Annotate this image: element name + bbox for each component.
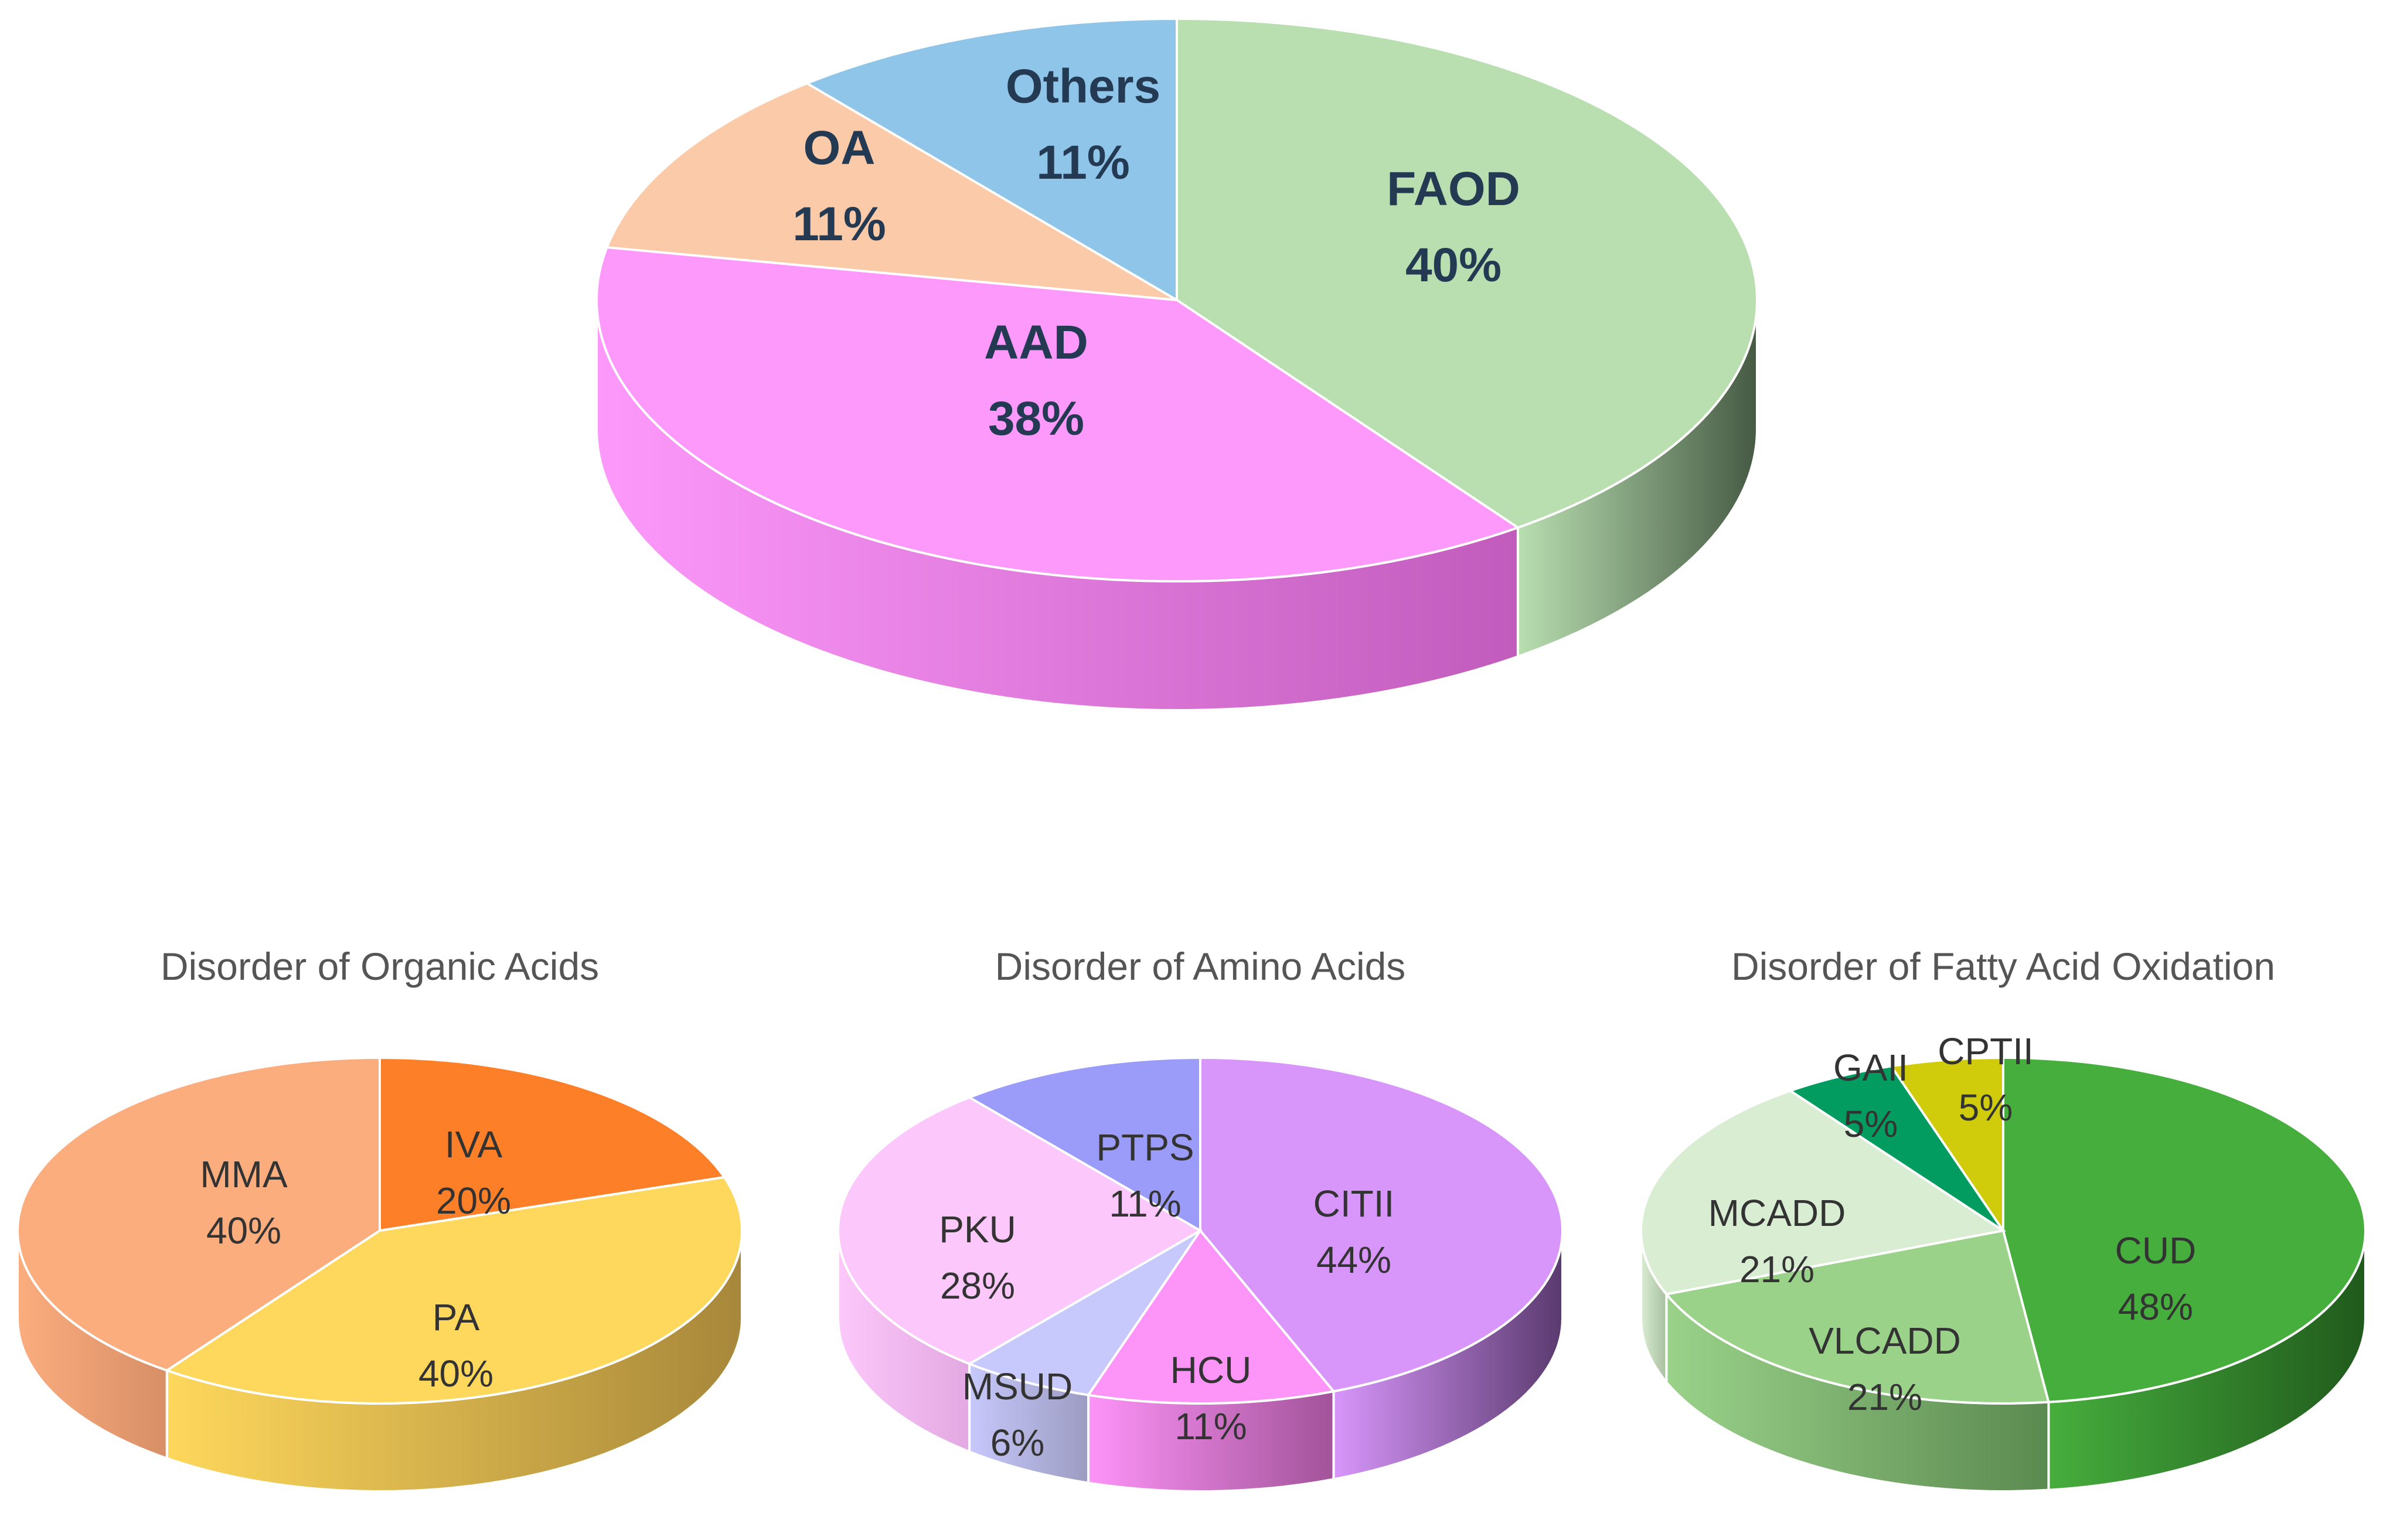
slice-label-msud: MSUD	[962, 1365, 1073, 1408]
slice-percent-faod: 40%	[1405, 239, 1502, 292]
slice-label-gaii: GAII	[1833, 1047, 1908, 1089]
chart-title: Disorder of Fatty Acid Oxidation	[1731, 945, 2275, 988]
pie-slice-gaii	[1788, 1065, 2004, 1232]
slice-label-aad: AAD	[984, 316, 1088, 369]
slice-label-oa: OA	[804, 121, 876, 175]
slice-label-cptii: CPTII	[1938, 1030, 2034, 1072]
slice-label-hcu: HCU	[1170, 1349, 1252, 1391]
chart-amino-acids: CITII 44% HCU 11% MSUD 6% PKU 28% PTPS 11% Disorde…	[837, 945, 1564, 1493]
pie-slice-faod	[1176, 17, 1758, 529]
slice-label-pa: PA	[433, 1296, 480, 1338]
pie-slice-ptps	[966, 1056, 1201, 1233]
pie-slice-pa	[164, 1176, 743, 1405]
slice-percent-gaii: 5%	[1844, 1103, 1898, 1145]
pie-slice-msud	[966, 1229, 1201, 1396]
pie-slice-aad	[595, 246, 1521, 582]
slice-label-cud: CUD	[2115, 1229, 2197, 1272]
chart-title: Disorder of Amino Acids	[995, 945, 1406, 988]
pie-slice-mma	[16, 1056, 381, 1372]
slice-label-pku: PKU	[939, 1208, 1016, 1251]
slice-percent-mma: 40%	[206, 1209, 281, 1252]
pie-slice-others	[804, 17, 1178, 302]
pie-slice-cptii	[1889, 1056, 2004, 1235]
slice-label-others: Others	[1006, 60, 1160, 113]
chart-organic-acids: IVA 20% PA 40% MMA 40% Disorder of Organic Aci…	[16, 945, 743, 1493]
slice-percent-vlcadd: 21%	[1847, 1376, 1922, 1418]
pie-slice-hcu	[1086, 1228, 1336, 1405]
pie-slice-cud	[2002, 1056, 2367, 1403]
slice-label-faod: FAOD	[1387, 162, 1520, 216]
slice-percent-aad: 38%	[988, 392, 1084, 445]
slice-percent-cptii: 5%	[1959, 1086, 2013, 1129]
slice-percent-cud: 48%	[2118, 1286, 2193, 1328]
pie-slice-mcadd	[1640, 1089, 2007, 1296]
slice-percent-ptps: 11%	[1109, 1183, 1181, 1225]
slice-percent-pa: 40%	[418, 1352, 493, 1395]
slice-percent-mcadd: 21%	[1739, 1248, 1814, 1290]
slice-percent-pku: 28%	[940, 1265, 1015, 1307]
pie-slice-oa	[605, 81, 1178, 301]
slice-percent-msud: 6%	[990, 1422, 1045, 1464]
slice-label-mcadd: MCADD	[1708, 1192, 1846, 1234]
chart-title: Disorder of Organic Acids	[161, 945, 599, 988]
slice-percent-citii: 44%	[1316, 1239, 1391, 1281]
slice-label-ptps: PTPS	[1096, 1126, 1194, 1168]
slice-percent-hcu: 11%	[1174, 1405, 1247, 1447]
slice-label-mma: MMA	[200, 1153, 288, 1195]
pie-slice-vlcadd	[1664, 1229, 2051, 1405]
chart-overview: FAOD 40% AAD 38% OA 11% Others 11%	[595, 17, 1758, 712]
slice-label-vlcadd: VLCADD	[1809, 1320, 1961, 1362]
pie-slice-citii	[1199, 1056, 1564, 1393]
chart-fatty-acid-oxidation: CUD 48% VLCADD 21% MCADD 21% GAII 5% CPTII 5% Diso…	[1640, 945, 2367, 1493]
slice-label-iva: IVA	[445, 1123, 503, 1166]
slice-percent-iva: 20%	[436, 1180, 511, 1222]
slice-percent-others: 11%	[1036, 136, 1130, 189]
pie-slice-pku	[837, 1096, 1203, 1365]
pie-slice-iva	[379, 1056, 727, 1232]
slice-percent-oa: 11%	[792, 197, 886, 251]
slice-label-citii: CITII	[1313, 1183, 1395, 1225]
